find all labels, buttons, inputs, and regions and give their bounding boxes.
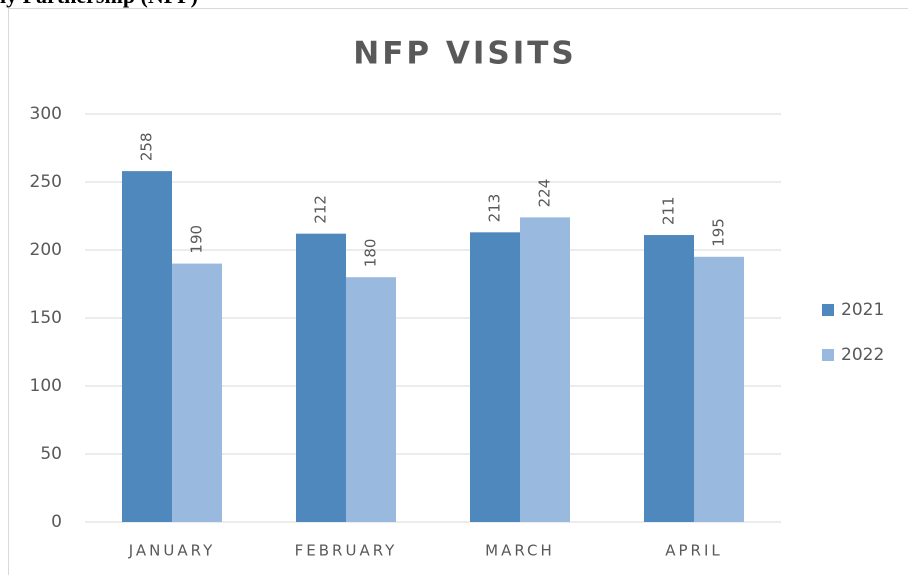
bar xyxy=(520,217,570,523)
bar xyxy=(644,235,694,523)
chart-title: NFP VISITS xyxy=(353,36,577,72)
legend-label: 2021 xyxy=(841,300,884,320)
data-label: 213 xyxy=(486,194,504,223)
legend-label: 2022 xyxy=(841,345,884,365)
data-label: 258 xyxy=(138,132,156,161)
data-label: 180 xyxy=(362,239,380,268)
y-tick-label: 250 xyxy=(30,172,62,192)
y-tick-label: 50 xyxy=(40,444,62,464)
y-tick-label: 150 xyxy=(30,308,62,328)
bar xyxy=(172,263,222,522)
bar xyxy=(296,233,346,522)
bar xyxy=(694,256,744,522)
x-tick-label: FEBRUARY xyxy=(295,542,398,560)
bar xyxy=(346,277,396,522)
page-heading: ly Partnership (NFP) xyxy=(0,0,198,8)
legend-swatch xyxy=(822,304,834,316)
y-tick-label: 100 xyxy=(30,376,62,396)
data-label: 224 xyxy=(536,179,554,208)
data-label: 190 xyxy=(188,225,206,254)
y-tick-label: 300 xyxy=(30,104,62,124)
x-tick-label: MARCH xyxy=(485,542,555,560)
legend-swatch xyxy=(822,349,834,361)
data-label: 195 xyxy=(710,218,728,247)
x-tick-label: APRIL xyxy=(665,542,723,560)
y-tick-label: 0 xyxy=(51,512,62,532)
data-label: 212 xyxy=(312,195,330,224)
bar xyxy=(470,232,520,522)
bar xyxy=(122,171,172,522)
x-tick-label: JANUARY xyxy=(128,542,216,560)
y-tick-label: 200 xyxy=(30,240,62,260)
data-label: 211 xyxy=(660,196,678,225)
